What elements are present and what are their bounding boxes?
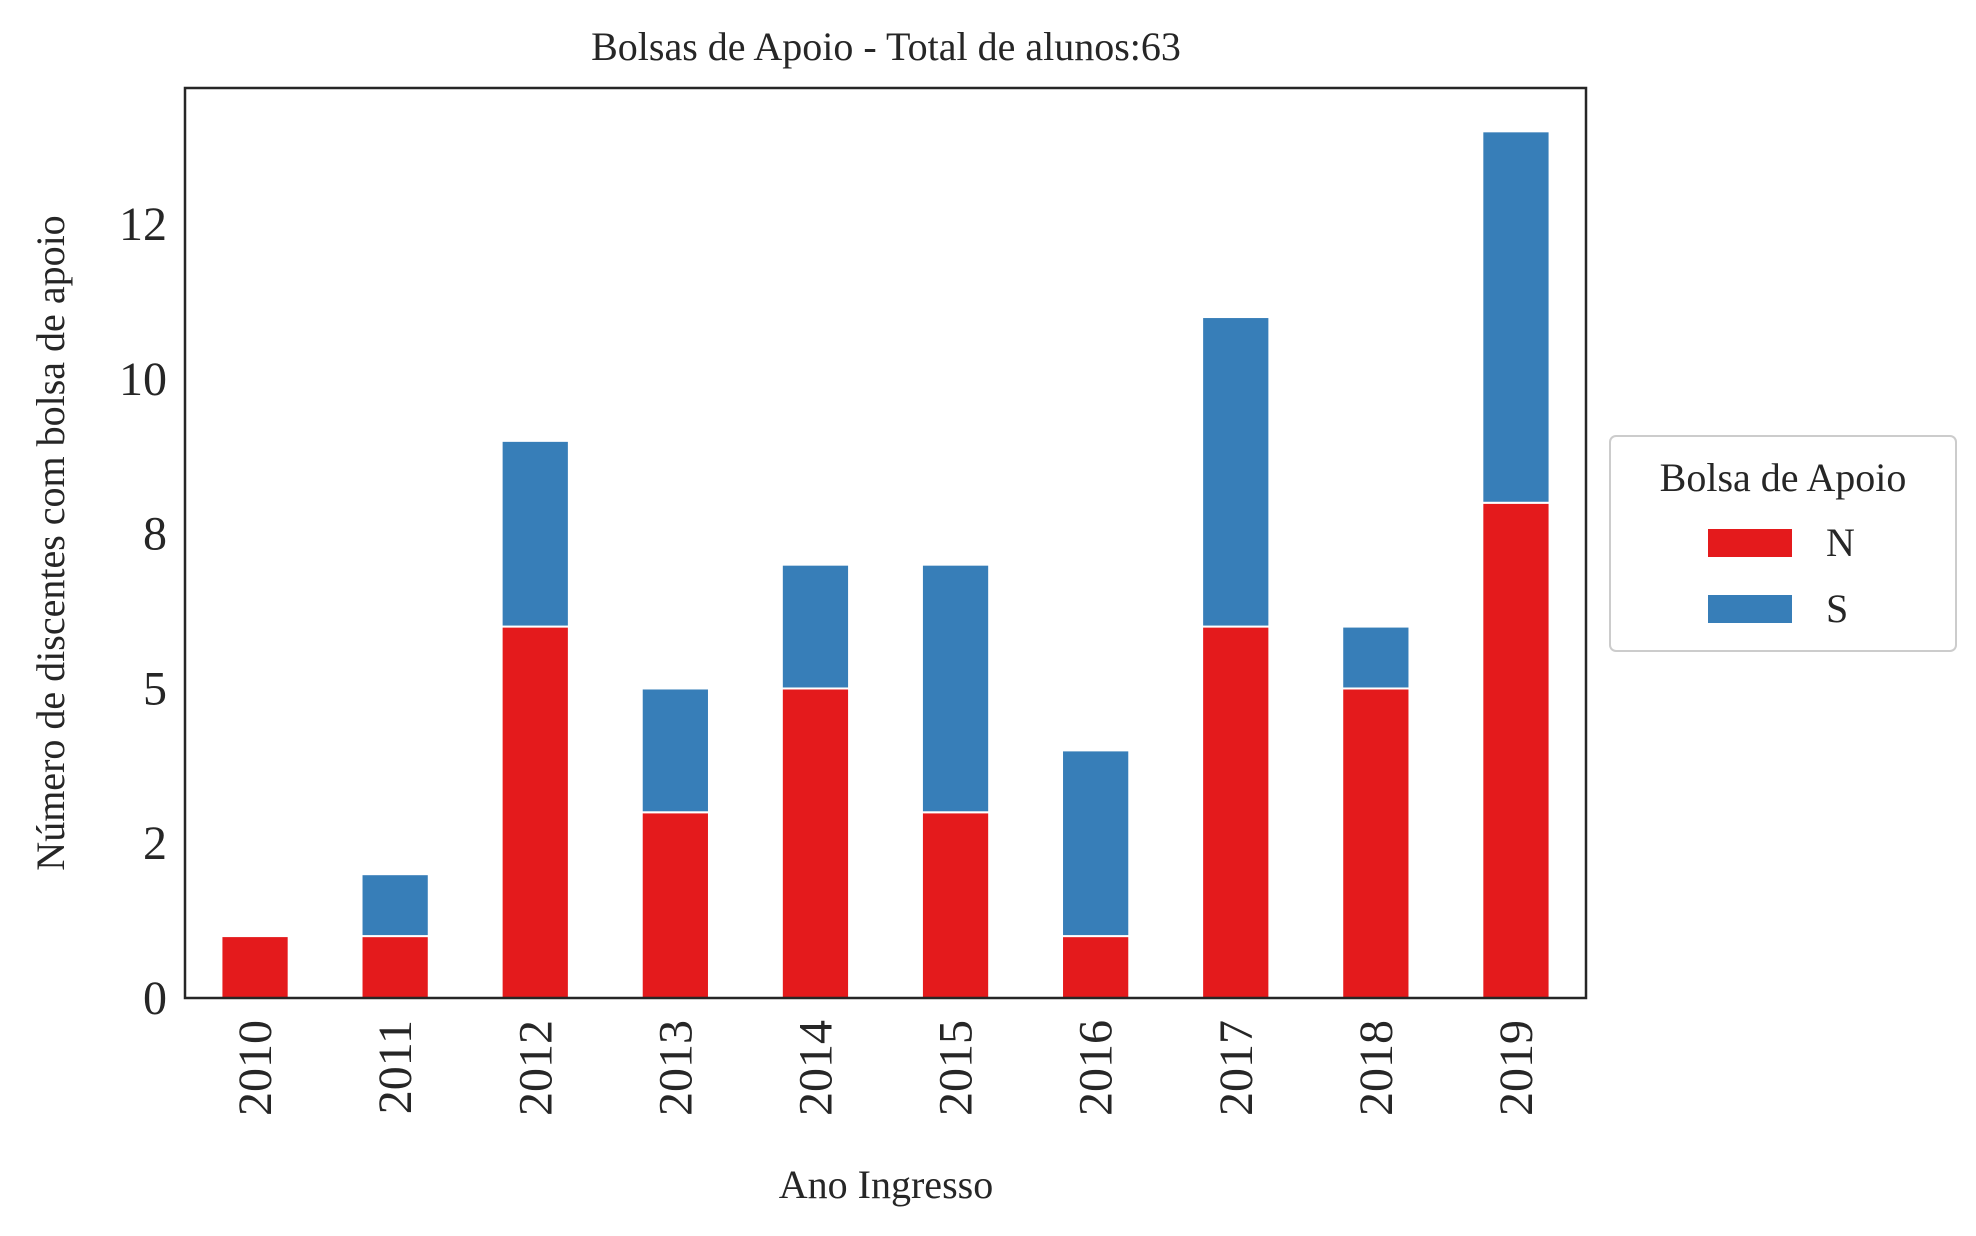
bar-s-2013 bbox=[640, 687, 710, 814]
x-tick-label: 2019 bbox=[1490, 1020, 1543, 1116]
bar-n-2011 bbox=[360, 935, 430, 999]
legend-title: Bolsa de Apoio bbox=[1660, 455, 1907, 500]
bar-s-2012 bbox=[500, 439, 570, 628]
bar-s-2018 bbox=[1341, 625, 1411, 690]
bar-n-2017 bbox=[1201, 625, 1271, 999]
bar-s-2017 bbox=[1201, 316, 1271, 628]
bar-s-2019 bbox=[1481, 130, 1551, 504]
bar-s-2011 bbox=[360, 873, 430, 938]
legend: Bolsa de Apoio NS bbox=[1609, 435, 1957, 652]
bar-n-2018 bbox=[1341, 687, 1411, 999]
y-tick-label: 12 bbox=[119, 198, 167, 251]
legend-swatch-n bbox=[1708, 529, 1792, 557]
x-tick-label: 2017 bbox=[1210, 1020, 1263, 1116]
bar-n-2019 bbox=[1481, 501, 1551, 999]
bar-n-2015 bbox=[920, 811, 991, 999]
legend-swatch-s bbox=[1708, 595, 1792, 623]
bar-n-2010 bbox=[220, 935, 290, 999]
y-tick-label: 5 bbox=[143, 662, 167, 715]
legend-label-n: N bbox=[1826, 520, 1855, 565]
y-tick-label: 0 bbox=[143, 972, 167, 1025]
bar-n-2013 bbox=[640, 811, 710, 999]
x-tick-label: 2018 bbox=[1350, 1020, 1403, 1116]
y-tick-label: 8 bbox=[143, 508, 167, 561]
x-tick-label: 2011 bbox=[369, 1020, 422, 1114]
y-tick-label: 2 bbox=[143, 817, 167, 870]
x-tick-label: 2014 bbox=[789, 1020, 842, 1116]
x-tick-label: 2016 bbox=[1070, 1020, 1123, 1116]
x-tick-label: 2010 bbox=[229, 1020, 282, 1116]
bar-n-2012 bbox=[500, 625, 570, 999]
y-axis-label: Número de discentes com bolsa de apoio bbox=[28, 215, 73, 870]
legend-items: NS bbox=[1708, 520, 1855, 631]
y-tick-label: 10 bbox=[119, 353, 167, 406]
bar-s-2016 bbox=[1061, 749, 1131, 938]
chart-title: Bolsas de Apoio - Total de alunos:63 bbox=[591, 24, 1181, 69]
bar-s-2015 bbox=[920, 563, 991, 814]
bar-s-2014 bbox=[780, 563, 851, 690]
plot-frame bbox=[183, 86, 1588, 1000]
bars-group bbox=[220, 130, 1551, 999]
x-axis-label: Ano Ingresso bbox=[779, 1162, 993, 1207]
bar-n-2016 bbox=[1061, 935, 1131, 999]
bar-n-2014 bbox=[780, 687, 851, 999]
x-tick-label: 2015 bbox=[930, 1020, 983, 1116]
legend-label-s: S bbox=[1826, 586, 1848, 631]
y-tick-labels: 0 2 5 8 10 12 bbox=[119, 198, 167, 1025]
x-tick-labels: 2010 2011 2012 2013 2014 2015 2016 2017 2018 2019 bbox=[229, 1020, 1543, 1116]
x-tick-label: 2012 bbox=[509, 1020, 562, 1116]
x-tick-label: 2013 bbox=[649, 1020, 702, 1116]
